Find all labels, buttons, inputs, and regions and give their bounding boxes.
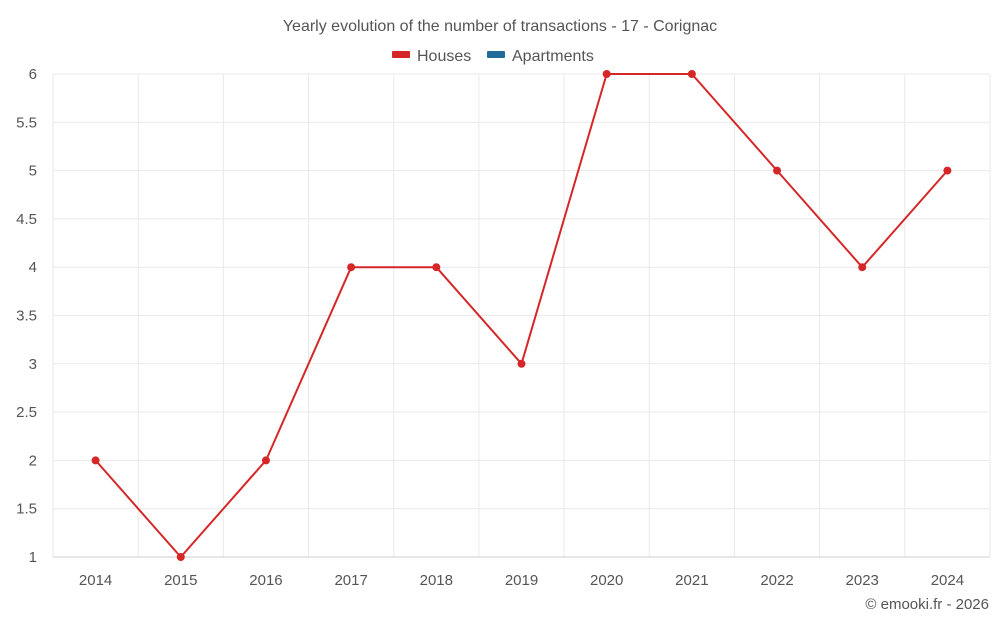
series-houses — [91, 70, 952, 561]
y-tick-label: 4.5 — [16, 211, 37, 228]
data-point[interactable] — [602, 70, 611, 78]
y-tick-label: 1.5 — [16, 501, 37, 518]
legend-label-apartments[interactable]: Apartments — [512, 48, 594, 65]
y-tick-label: 2 — [29, 452, 37, 469]
data-point[interactable] — [261, 456, 270, 465]
x-axis-ticks: 2014 2015 2016 2017 2018 2019 2020 2021 2022 2023… — [79, 572, 964, 589]
legend-swatch-apartments — [487, 51, 505, 58]
legend-swatch-houses — [392, 51, 410, 58]
x-tick-label: 2018 — [420, 572, 453, 589]
legend: Houses Apartments — [392, 48, 594, 65]
x-tick-label: 2014 — [79, 572, 112, 589]
data-point[interactable] — [517, 359, 526, 368]
y-tick-label: 6 — [29, 66, 37, 83]
data-point[interactable] — [773, 166, 782, 175]
data-point[interactable] — [943, 166, 952, 175]
data-point[interactable] — [91, 456, 100, 465]
y-tick-label: 5.5 — [16, 114, 37, 131]
x-tick-label: 2019 — [505, 572, 538, 589]
y-tick-label: 3.5 — [16, 308, 37, 325]
y-tick-label: 2.5 — [16, 404, 37, 421]
y-tick-label: 3 — [29, 356, 37, 373]
data-point[interactable] — [347, 263, 356, 272]
x-tick-label: 2024 — [931, 572, 964, 589]
y-tick-label: 4 — [29, 259, 37, 276]
x-tick-label: 2023 — [846, 572, 879, 589]
x-tick-label: 2020 — [590, 572, 623, 589]
legend-label-houses[interactable]: Houses — [417, 48, 471, 65]
y-axis-ticks: 1 1.5 2 2.5 3 3.5 4 4.5 5 5.5 6 — [16, 66, 37, 566]
x-tick-label: 2021 — [675, 572, 708, 589]
y-tick-label: 1 — [29, 549, 37, 566]
gridlines — [52, 73, 991, 557]
chart-title: Yearly evolution of the number of transa… — [283, 18, 717, 35]
x-tick-label: 2022 — [760, 572, 793, 589]
data-point[interactable] — [687, 70, 696, 78]
data-point[interactable] — [176, 553, 185, 561]
credit-text: © emooki.fr - 2026 — [865, 596, 989, 613]
x-tick-label: 2016 — [249, 572, 282, 589]
data-point[interactable] — [858, 263, 867, 272]
data-point[interactable] — [432, 263, 441, 272]
y-tick-label: 5 — [29, 163, 37, 180]
x-tick-label: 2015 — [164, 572, 197, 589]
x-tick-label: 2017 — [334, 572, 367, 589]
